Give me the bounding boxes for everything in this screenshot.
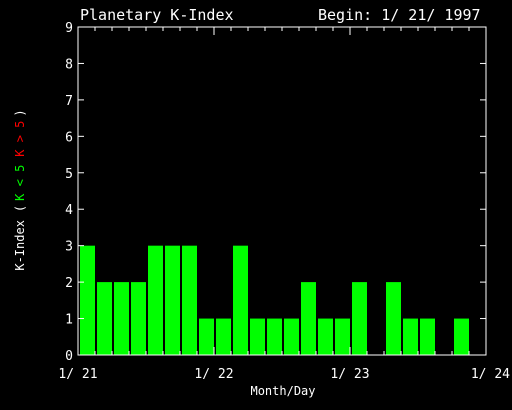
k-index-bar — [267, 318, 282, 355]
k-index-bar — [335, 318, 350, 355]
x-tick-label: 1/ 24 — [471, 367, 510, 382]
k-index-bar — [284, 318, 299, 355]
k-index-bar — [420, 318, 435, 355]
y-tick-label: 9 — [65, 21, 73, 36]
y-tick-label: 6 — [65, 130, 73, 145]
k-index-bar — [318, 318, 333, 355]
k-index-bar — [454, 318, 469, 355]
y-tick-label: 4 — [65, 203, 73, 218]
x-tick-label: 1/ 23 — [330, 367, 369, 382]
k-index-bar — [233, 245, 248, 355]
x-tick-label: 1/ 22 — [194, 367, 233, 382]
k-index-bar — [199, 318, 214, 355]
y-tick-label: 1 — [65, 313, 73, 328]
y-axis-label-open-paren: ( — [13, 205, 27, 212]
k-index-bar — [386, 282, 401, 355]
k-index-bar — [148, 245, 163, 355]
k-index-bar — [301, 282, 316, 355]
k-index-bar — [131, 282, 146, 355]
chart-subtitle: Begin: 1/ 21/ 1997 — [318, 6, 481, 24]
k-index-bar — [403, 318, 418, 355]
k-index-bar — [352, 282, 367, 355]
k-index-bar — [114, 282, 129, 355]
y-tick-label: 0 — [65, 349, 73, 364]
x-axis-label: Month/Day — [250, 384, 315, 398]
k-index-bar — [80, 245, 95, 355]
y-axis-label-main: K-Index — [13, 220, 27, 271]
x-tick-label: 1/ 21 — [58, 367, 97, 382]
y-tick-label: 7 — [65, 94, 73, 109]
y-tick-label: 5 — [65, 167, 73, 182]
y-axis-label: K-Index ( K < 5 K > 5) — [13, 109, 27, 270]
y-tick-label: 2 — [65, 276, 73, 291]
y-tick-label: 8 — [65, 57, 73, 72]
bar-group — [80, 245, 469, 355]
chart-title: Planetary K-Index — [80, 6, 234, 24]
y-axis-label-red: K > 5 — [13, 121, 27, 157]
k-index-bar — [165, 245, 180, 355]
axis-ticks: 0 1 2 3 4 5 6 7 8 9 1/ 21 1/ 22 1/ 23 1/ 24 — [58, 21, 510, 382]
y-axis-label-green: K < 5 — [13, 165, 27, 201]
k-index-bar — [250, 318, 265, 355]
k-index-bar — [216, 318, 231, 355]
y-axis-label-close-paren: ) — [13, 109, 27, 116]
k-index-bar — [182, 245, 197, 355]
y-tick-label: 3 — [65, 240, 73, 255]
k-index-bar — [97, 282, 112, 355]
